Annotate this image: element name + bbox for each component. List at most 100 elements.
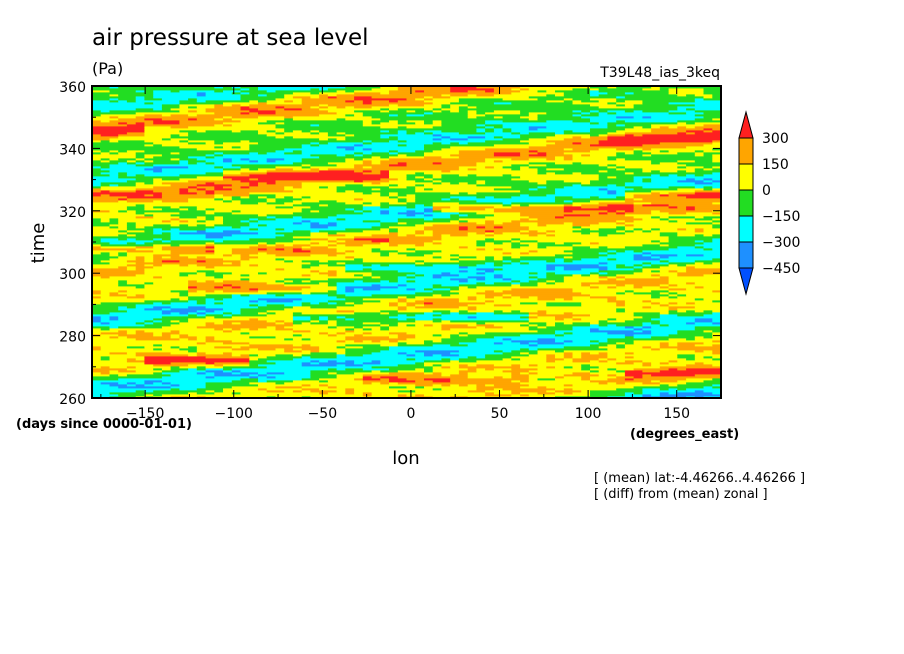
contour-cell-3054: [528, 158, 547, 161]
contour-cell-3570: [485, 112, 521, 115]
contour-cell-1284: [92, 296, 102, 299]
contour-cell-1546: [485, 276, 495, 279]
contour-cell-2156: [642, 230, 652, 233]
contour-cell-2540: [476, 200, 556, 203]
contour-cell-1522: [502, 278, 512, 281]
contour-cell-2759: [441, 182, 451, 185]
contour-cell-2957: [712, 166, 721, 169]
contour-cell-948: [214, 322, 224, 325]
contour-cell-2926: [624, 168, 643, 171]
contour-cell-2036: [92, 238, 102, 241]
contour-cell-1597: [258, 272, 268, 275]
contour-cell-930: [537, 324, 547, 327]
contour-cell-1904: [231, 248, 259, 251]
contour-cell-3063: [92, 156, 137, 159]
contour-cell-654: [345, 346, 364, 349]
contour-cell-2475: [633, 206, 670, 209]
contour-cell-1062: [205, 314, 224, 317]
contour-cell-3835: [240, 90, 268, 93]
contour-cell-3000: [581, 162, 652, 165]
contour-cell-240: [624, 378, 635, 381]
contour-cell-2313: [223, 218, 250, 221]
contour-cell-567: [694, 354, 721, 357]
contour-cell-2531: [240, 200, 268, 203]
contour-cell-3809: [231, 92, 242, 95]
contour-cell-3006: [109, 160, 128, 163]
contour-cell-3144: [92, 150, 102, 153]
contour-cell-2377: [179, 212, 207, 215]
contour-cell-1974: [537, 244, 573, 247]
contour-cell-2709: [415, 186, 512, 189]
contour-cell-65: [624, 392, 635, 395]
contour-cell-2358: [170, 214, 259, 217]
x-tick-label: 150: [663, 406, 690, 422]
contour-cell-1168: [310, 306, 338, 309]
contour-cell-3251: [249, 140, 364, 143]
contour-cell-942: [109, 322, 137, 325]
contour-cell-3824: [668, 92, 705, 95]
contour-cell-714: [336, 340, 346, 343]
contour-cell-824: [389, 332, 408, 335]
contour-cell-3352: [694, 132, 721, 135]
contour-cell-2893: [441, 170, 451, 173]
contour-cell-1451: [616, 284, 626, 287]
contour-cell-2777: [275, 180, 355, 183]
contour-cell-1199: [624, 304, 661, 307]
contour-cell-3039: [179, 158, 198, 161]
contour-cell-2860: [92, 172, 102, 175]
contour-cell-3199: [686, 146, 721, 149]
contour-cell-1197: [581, 304, 617, 307]
contour-cell-394: [371, 366, 434, 369]
contour-cell-3561: [249, 112, 259, 115]
contour-cell-604: [319, 350, 346, 353]
contour-cell-1297: [493, 296, 504, 299]
contour-cell-2264: [502, 222, 521, 225]
contour-cell-2910: [249, 168, 259, 171]
contour-cell-1765: [659, 260, 670, 263]
contour-cell-354: [161, 368, 172, 371]
contour-cell-3165: [694, 150, 705, 153]
contour-cell-86: [354, 390, 399, 393]
contour-cell-177: [135, 382, 145, 385]
contour-cell-2572: [231, 196, 242, 199]
contour-cell-1967: [397, 244, 416, 247]
contour-cell-1404: [135, 286, 145, 289]
contour-cell-27: [161, 394, 364, 397]
contour-cell-840: [144, 330, 172, 333]
contour-cell-730: [590, 340, 600, 343]
contour-cell-3490: [616, 120, 626, 123]
contour-cell-1566: [249, 274, 303, 277]
contour-cell-3114: [118, 152, 137, 155]
contour-cell-2192: [109, 226, 119, 229]
contour-cell-2922: [537, 168, 547, 171]
contour-cell-658: [598, 346, 617, 349]
contour-cell-3861: [319, 88, 329, 91]
contour-cell-3134: [537, 152, 547, 155]
contour-cell-2316: [275, 218, 338, 221]
contour-cell-2999: [572, 162, 582, 165]
contour-cell-289: [607, 374, 617, 377]
contour-cell-1716: [109, 262, 137, 265]
contour-cell-1311: [109, 294, 128, 297]
contour-cell-3217: [703, 144, 721, 147]
contour-cell-1790: [633, 258, 661, 261]
contour-cell-2463: [380, 206, 390, 209]
colorbar-extend-top: [738, 110, 754, 139]
contour-cell-120: [659, 388, 670, 391]
contour-cell-2388: [476, 212, 521, 215]
contour-cell-1995: [424, 242, 434, 245]
contour-cell-1783: [493, 258, 504, 261]
contour-cell-164: [485, 384, 495, 387]
contour-cell-1563: [205, 274, 224, 277]
contour-cell-2561: [441, 198, 451, 201]
contour-cell-2895: [537, 170, 600, 173]
contour-cell-3693: [450, 102, 495, 105]
contour-cell-3053: [511, 158, 530, 161]
contour-cell-3243: [100, 140, 110, 143]
contour-cell-1919: [502, 248, 574, 251]
contour-cell-2930: [712, 168, 721, 171]
contour-cell-3484: [441, 120, 486, 123]
contour-cell-1035: [92, 316, 102, 319]
contour-cell-646: [179, 346, 189, 349]
contour-cell-1949: [92, 244, 102, 247]
